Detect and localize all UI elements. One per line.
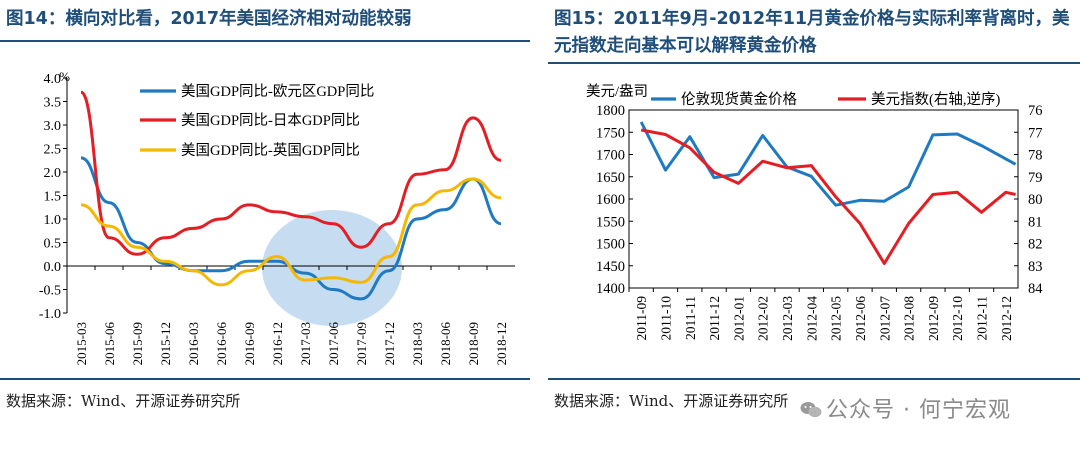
x-tick-label: 2011-09 (634, 296, 649, 341)
legend-label-0: 美国GDP同比-欧元区GDP同比 (181, 83, 374, 100)
right-y-tick-label: 77 (1028, 125, 1043, 141)
x-tick-label: 2012-09 (926, 296, 941, 341)
right-y-tick-label: 76 (1028, 103, 1043, 119)
y-tick-label: 0.0 (44, 260, 62, 275)
x-tick-label: 2018-09 (466, 322, 481, 365)
y-tick-label: 2.5 (44, 143, 62, 158)
figure-15: 图15：2011年9月-2012年11月黄金价格与实际利率背离时，美元指数走向基… (548, 0, 1080, 452)
left-y-tick-label: 1700 (596, 148, 625, 164)
y-tick-label: 0.5 (44, 237, 62, 252)
x-tick-label: 2012-10 (950, 296, 965, 341)
right-y-tick-label: 81 (1028, 214, 1043, 230)
right-y-tick-label: 79 (1028, 170, 1043, 186)
right-y-tick-label: 80 (1028, 192, 1043, 208)
left-y-tick-label: 1400 (596, 281, 625, 297)
left-y-axis-title: 美元/盎司 (586, 83, 648, 100)
series-line-2 (80, 177, 502, 287)
x-tick-label: 2012-04 (804, 296, 819, 341)
right-y-tick-label: 84 (1028, 281, 1043, 297)
figure-14-title-rule (0, 40, 530, 42)
legend-label-0: 伦敦现货黄金价格 (681, 91, 797, 108)
series-line-1 (640, 128, 1016, 265)
left-y-tick-label: 1600 (596, 192, 625, 208)
x-tick-label: 2015-12 (158, 322, 173, 365)
left-y-tick-label: 1800 (596, 103, 625, 119)
x-tick-label: 2012-08 (902, 296, 917, 341)
x-tick-label: 2012-07 (877, 296, 892, 341)
figure-15-source: 数据来源：Wind、开源证券研究所 (554, 392, 789, 410)
left-y-tick-label: 1500 (596, 237, 625, 253)
left-y-tick-label: 1550 (596, 214, 625, 230)
y-unit-label: % (59, 69, 70, 84)
figure-15-chart: 1800 1750 1700 1650 1600 1550 1500 1450 1400 76 77… (586, 83, 1043, 341)
x-tick-label: 2016-12 (270, 322, 285, 365)
y-tick-label: 3.0 (44, 119, 62, 134)
left-y-tick-label: 1750 (596, 125, 625, 141)
left-y-tick-label: 1450 (596, 259, 625, 275)
x-tick-label: 2017-06 (326, 322, 341, 366)
figure-15-title-rule (548, 62, 1080, 64)
y-tick-label: 4.0 (44, 72, 62, 87)
figure-14-source: 数据来源：Wind、开源证券研究所 (6, 392, 241, 410)
x-tick-label: 2011-11 (683, 296, 698, 340)
y-tick-label: 2.0 (44, 166, 62, 181)
x-tick-label: 2018-06 (438, 322, 453, 366)
right-y-tick-label: 78 (1028, 148, 1043, 164)
x-tick-label: 2011-10 (658, 296, 673, 341)
x-tick-label: 2012-11 (975, 296, 990, 341)
figure-14: 图14：横向对比看，2017年美国经济相对动能较弱 4.0 3.5 3.0 2.5 2.… (0, 0, 530, 452)
x-tick-label: 2016-03 (186, 322, 201, 365)
x-tick-label: 2012-05 (829, 296, 844, 341)
y-tick-label: -1.0 (39, 307, 61, 322)
x-tick-label: 2016-06 (214, 322, 229, 366)
x-tick-label: 2015-09 (130, 322, 145, 365)
x-tick-label: 2018-03 (410, 322, 425, 365)
legend-label-1: 美元指数(右轴,逆序) (871, 91, 1000, 108)
y-tick-label: 1.5 (44, 190, 62, 205)
left-y-tick-label: 1650 (596, 170, 625, 186)
x-tick-label: 2012-12 (999, 296, 1014, 341)
right-y-tick-label: 83 (1028, 259, 1043, 275)
wechat-icon (800, 402, 822, 418)
series-line-1 (79, 90, 502, 256)
series-line-0 (639, 121, 1017, 207)
figure-15-bottom-rule (548, 378, 1080, 380)
x-tick-label: 2017-03 (298, 322, 313, 365)
x-tick-label: 2012-01 (731, 296, 746, 341)
x-tick-label: 2015-06 (102, 322, 117, 366)
x-tick-label: 2018-12 (494, 322, 509, 365)
x-tick-label: 2017-12 (382, 322, 397, 365)
y-tick-label: 3.5 (44, 96, 62, 111)
x-tick-label: 2015-03 (74, 322, 89, 365)
figure-14-chart: 4.0 3.5 3.0 2.5 2.0 1.5 1.0 0.5 0.0 -0.5 -1.0% 2015… (39, 69, 515, 366)
figure-14-bottom-rule (0, 378, 530, 380)
x-tick-label: 2012-02 (756, 296, 771, 341)
figure-14-title: 图14：横向对比看，2017年美国经济相对动能较弱 (6, 9, 412, 29)
x-tick-label: 2016-09 (242, 322, 257, 365)
legend-label-1: 美国GDP同比-日本GDP同比 (181, 112, 360, 129)
y-tick-label: 1.0 (44, 213, 62, 228)
figure-15-title: 图15：2011年9月-2012年11月黄金价格与实际利率背离时，美元指数走向基… (554, 9, 1070, 56)
watermark: 公众号 · 何宁宏观 (800, 392, 1011, 424)
right-y-tick-label: 82 (1028, 237, 1043, 253)
watermark-text: 公众号 · 何宁宏观 (826, 398, 1011, 423)
y-tick-label: -0.5 (39, 284, 61, 299)
x-tick-label: 2017-09 (354, 322, 369, 365)
x-tick-label: 2011-12 (707, 296, 722, 341)
legend-label-2: 美国GDP同比-英国GDP同比 (181, 141, 360, 159)
x-tick-label: 2012-03 (780, 296, 795, 341)
x-tick-label: 2012-06 (853, 296, 868, 341)
